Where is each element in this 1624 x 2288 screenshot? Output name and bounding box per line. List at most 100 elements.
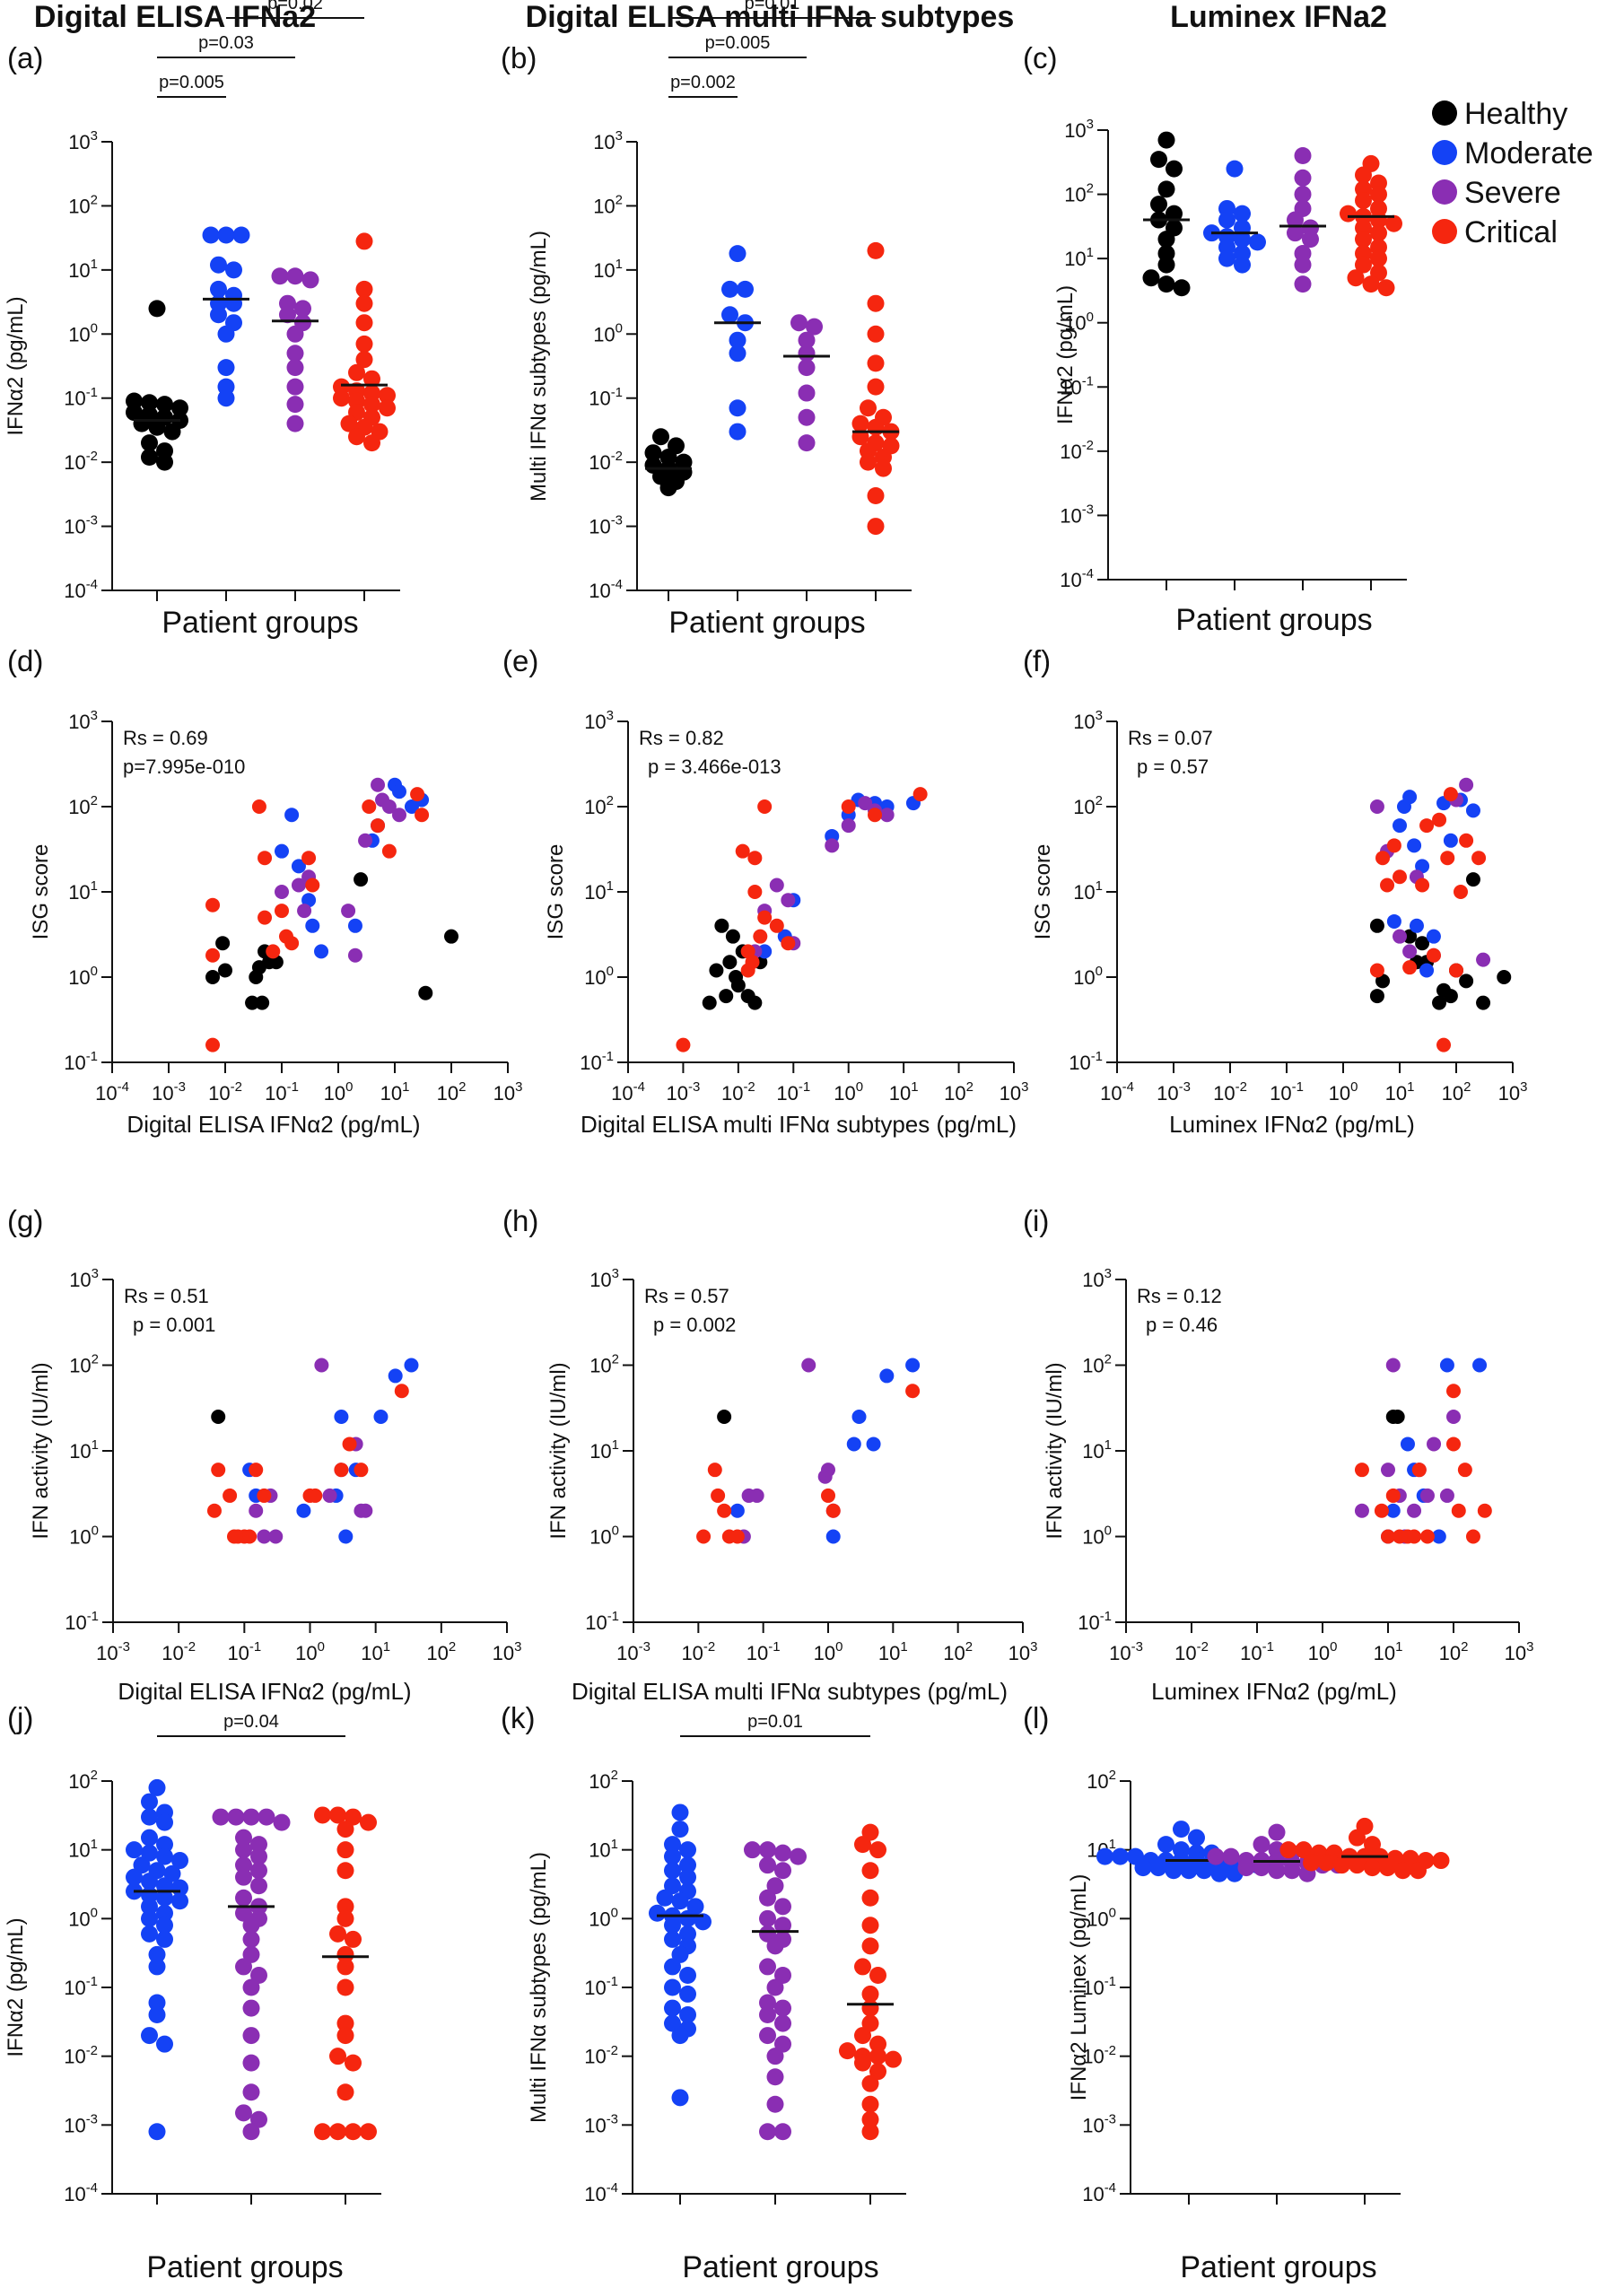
legend: Healthy Moderate Severe Critical [1432, 97, 1593, 249]
data-point-severe [798, 331, 816, 349]
data-point-critical [211, 1463, 226, 1478]
data-point-severe [1476, 952, 1491, 967]
y-axis-label-e: ISG score [544, 844, 568, 940]
data-point-severe [759, 2123, 776, 2141]
data-point-severe [766, 2095, 784, 2113]
significance-label-b: p=0.005 [705, 33, 771, 53]
y-axis-label-a: IFNα2 (pg/mL) [4, 296, 28, 435]
data-point-healthy [218, 963, 232, 978]
legend-marker-healthy [1432, 100, 1457, 126]
data-point-critical [869, 2048, 886, 2065]
data-point-critical [912, 787, 928, 802]
data-point-moderate [656, 1889, 674, 1907]
x-tick-label-f: 103 [1498, 1079, 1528, 1105]
data-point-severe [1283, 1862, 1301, 1880]
data-point-critical [729, 1529, 745, 1544]
data-point-severe [790, 1847, 807, 1865]
x-tick-label-e: 101 [889, 1079, 919, 1105]
y-tick-label-l: 102 [1087, 1768, 1116, 1793]
data-point-healthy [141, 448, 158, 466]
x-tick-label-h: 100 [814, 1639, 843, 1664]
data-point-moderate [156, 1847, 173, 1865]
data-point-critical [861, 2123, 879, 2141]
data-point-critical [868, 808, 883, 823]
y-tick-label-c: 10-3 [1060, 502, 1094, 528]
data-point-critical [379, 387, 396, 405]
data-point-moderate [141, 1844, 158, 1862]
data-point-moderate [1218, 211, 1235, 229]
x-tick-label-h: 10-1 [747, 1639, 781, 1664]
stat-annotation-h: Rs = 0.57 [644, 1285, 729, 1307]
panels: (a) 10-4 10-3 10-2 10-1 100 101 102 103 IFNα2 (pg… [4, 0, 1533, 2284]
y-tick-label-j: 10-3 [64, 2111, 98, 2136]
data-point-severe [242, 1930, 260, 1948]
x-tick-label-e: 100 [834, 1079, 863, 1105]
data-point-severe [1459, 777, 1474, 792]
data-point-critical [861, 2095, 879, 2113]
data-point-severe [801, 1358, 816, 1373]
data-point-critical [1355, 166, 1372, 184]
data-point-critical [1375, 851, 1391, 866]
y-tick-label-a: 10-2 [64, 449, 98, 474]
data-point-moderate [679, 1856, 696, 1874]
data-point-critical [362, 799, 377, 814]
data-point-critical [308, 1488, 323, 1503]
y-tick-label-k: 10-2 [584, 2043, 618, 2068]
y-axis-label-b: Multi IFNα subtypes (pg/mL) [527, 231, 551, 502]
data-point-severe [759, 1856, 776, 1874]
data-point-critical [355, 232, 373, 250]
data-point-moderate [1210, 1864, 1228, 1882]
x-tick-label-f: 101 [1385, 1079, 1415, 1105]
data-point-critical [345, 2054, 362, 2072]
data-point-moderate [1400, 1437, 1415, 1452]
y-tick-label-f: 10-1 [1069, 1049, 1103, 1074]
data-point-moderate [664, 1862, 681, 1880]
y-tick-label-c: 10-2 [1060, 438, 1094, 463]
data-point-healthy [644, 444, 662, 462]
data-point-critical [861, 1862, 879, 1880]
data-point-healthy [1157, 131, 1175, 149]
x-tick-label-h: 103 [1008, 1639, 1038, 1664]
data-point-critical [1385, 1488, 1401, 1503]
legend-label-critical: Critical [1464, 215, 1558, 249]
y-tick-label-a: 10-1 [64, 385, 98, 410]
data-point-critical [745, 955, 760, 970]
data-point-moderate [671, 2089, 689, 2107]
data-point-moderate [217, 226, 235, 244]
stat-annotation-i: Rs = 0.12 [1137, 1285, 1222, 1307]
data-point-severe [235, 1829, 252, 1847]
x-tick-label-h: 102 [943, 1639, 973, 1664]
significance-label-a: p=0.005 [159, 73, 224, 92]
data-point-moderate [1385, 1503, 1401, 1518]
data-point-critical [696, 1529, 712, 1544]
data-point-critical [869, 1841, 886, 1859]
data-point-critical [314, 2123, 331, 2141]
y-axis-label-g: IFN activity (IU/ml) [29, 1362, 53, 1539]
data-point-severe [279, 306, 296, 324]
data-point-moderate [156, 1813, 173, 1831]
data-point-moderate [210, 306, 227, 324]
data-point-moderate [664, 1930, 681, 1948]
data-point-moderate [1180, 1862, 1198, 1880]
data-point-severe [286, 325, 304, 343]
data-point-severe [1268, 1862, 1286, 1880]
panel-label-d: (d) [7, 644, 43, 677]
data-point-critical [275, 904, 289, 919]
data-point-severe [766, 2048, 784, 2065]
data-point-critical [867, 486, 885, 504]
data-point-healthy [714, 918, 729, 933]
data-point-critical [242, 1529, 258, 1544]
data-point-critical [1446, 1384, 1461, 1399]
data-point-severe [774, 1917, 791, 1934]
data-point-critical [360, 1813, 377, 1831]
data-point-critical [1333, 1856, 1350, 1874]
x-axis-label-j: Patient groups [146, 2250, 343, 2284]
data-point-severe [774, 1966, 791, 1984]
data-point-critical [861, 2074, 879, 2092]
y-tick-label-h: 100 [589, 1524, 619, 1549]
data-point-moderate [1157, 1836, 1174, 1854]
significance-label-j: p=0.04 [223, 1712, 279, 1732]
panel-label-l: (l) [1023, 1701, 1049, 1734]
y-tick-label-c: 103 [1064, 117, 1094, 142]
data-point-critical [336, 1978, 354, 1996]
